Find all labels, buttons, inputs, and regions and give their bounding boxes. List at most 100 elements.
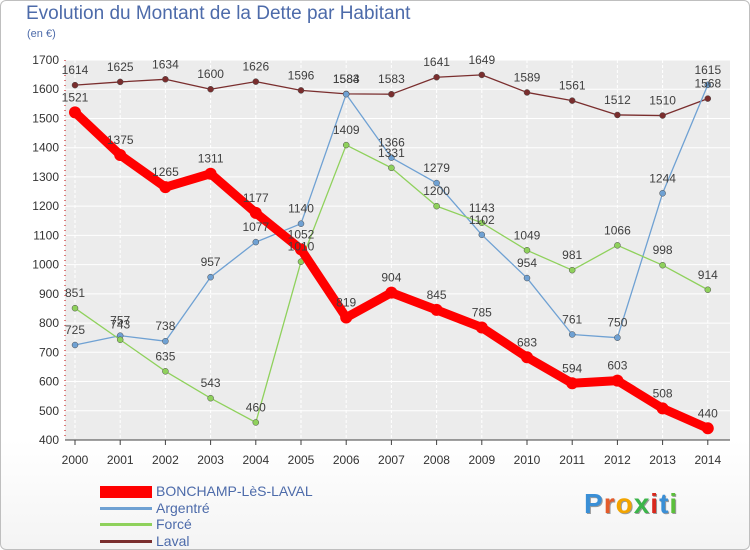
data-point	[614, 334, 621, 341]
data-label: 761	[562, 312, 582, 326]
data-point	[433, 202, 440, 210]
x-tick-label: 2014	[694, 453, 721, 467]
data-label: 440	[698, 406, 718, 420]
data-point	[568, 331, 576, 338]
data-point	[388, 90, 395, 98]
data-label: 594	[562, 361, 582, 375]
x-tick-label: 2003	[197, 453, 224, 467]
data-label: 1102	[469, 213, 495, 227]
data-point	[204, 167, 217, 180]
data-label: 1521	[62, 90, 89, 104]
data-label: 1244	[649, 171, 676, 185]
x-tick-label: 2002	[152, 453, 179, 467]
data-label: 603	[607, 359, 627, 373]
y-tick-label: 1300	[32, 170, 59, 184]
data-point	[659, 261, 666, 269]
data-label: 1583	[333, 72, 360, 86]
data-point	[656, 402, 669, 415]
data-point	[704, 81, 712, 89]
data-label: 1066	[604, 223, 631, 237]
data-point	[295, 243, 307, 256]
chart-subtitle: (en €)	[27, 28, 56, 40]
data-point	[659, 112, 666, 119]
data-point	[207, 394, 214, 402]
data-point	[388, 154, 395, 161]
data-label: 957	[201, 255, 221, 269]
data-point	[297, 87, 305, 94]
data-label: 1049	[514, 228, 541, 242]
data-point	[659, 190, 666, 197]
x-tick-label: 2011	[559, 453, 585, 467]
data-label: 1568	[694, 77, 721, 91]
chart-title: Evolution du Montant de la Dette par Hab…	[26, 3, 411, 24]
x-tick-label: 2008	[423, 453, 450, 467]
data-label: 1143	[469, 201, 495, 215]
data-label: 981	[562, 248, 582, 262]
legend-swatch	[100, 486, 152, 498]
plot-area	[65, 60, 730, 440]
data-label: 508	[653, 386, 673, 400]
data-point	[568, 97, 576, 104]
data-point	[614, 111, 621, 119]
data-label: 543	[201, 376, 221, 390]
data-point	[207, 273, 214, 281]
data-label: 750	[607, 316, 627, 330]
y-tick-label: 1600	[32, 82, 59, 96]
data-label: 725	[65, 323, 85, 337]
data-point	[252, 78, 260, 85]
data-point	[475, 321, 488, 334]
data-label: 1589	[514, 70, 541, 84]
data-point	[614, 242, 621, 249]
data-point	[478, 71, 486, 79]
data-label: 1200	[423, 184, 450, 198]
data-label: 1265	[152, 165, 179, 179]
x-tick-label: 2000	[62, 453, 89, 467]
data-label: 1596	[288, 68, 315, 82]
data-point	[207, 85, 214, 93]
data-point	[523, 89, 531, 96]
legend-label: BONCHAMP-LèS-LAVAL	[156, 483, 313, 499]
data-label: 819	[336, 296, 356, 310]
data-label: 904	[381, 271, 401, 285]
data-label: 1626	[242, 60, 269, 74]
data-label: 1375	[107, 133, 134, 147]
legend-label: Argentré	[156, 499, 210, 516]
data-label: 1625	[107, 60, 134, 74]
data-label: 1641	[423, 55, 450, 69]
data-label: 738	[155, 319, 175, 333]
data-point	[388, 164, 395, 172]
data-label: 1583	[378, 72, 405, 86]
data-point	[69, 106, 81, 119]
y-tick-label: 800	[39, 316, 59, 330]
y-tick-label: 1400	[32, 141, 59, 155]
data-label: 1331	[378, 146, 405, 160]
data-point	[162, 76, 169, 83]
data-point	[116, 78, 124, 86]
data-label: 851	[65, 286, 85, 300]
data-point	[116, 336, 124, 343]
legend-swatch	[100, 523, 152, 526]
data-point	[252, 238, 260, 246]
data-point	[71, 304, 79, 312]
data-label: 460	[246, 400, 266, 414]
data-label: 1140	[288, 202, 314, 216]
data-label: 1279	[423, 161, 450, 175]
data-label: 845	[427, 288, 447, 302]
data-point	[433, 179, 440, 187]
legend-swatch	[100, 539, 152, 543]
x-tick-label: 2012	[604, 453, 631, 467]
data-label: 1366	[378, 136, 405, 150]
data-point	[704, 286, 712, 294]
data-point	[385, 286, 398, 299]
data-label: 785	[472, 305, 492, 319]
data-point	[478, 219, 486, 227]
y-tick-label: 900	[39, 287, 59, 301]
data-point	[701, 422, 714, 435]
data-point	[433, 73, 440, 81]
data-point	[162, 337, 169, 345]
data-point	[71, 341, 79, 349]
data-label: 954	[517, 256, 537, 270]
data-point	[340, 311, 353, 324]
data-label: 635	[155, 349, 175, 363]
